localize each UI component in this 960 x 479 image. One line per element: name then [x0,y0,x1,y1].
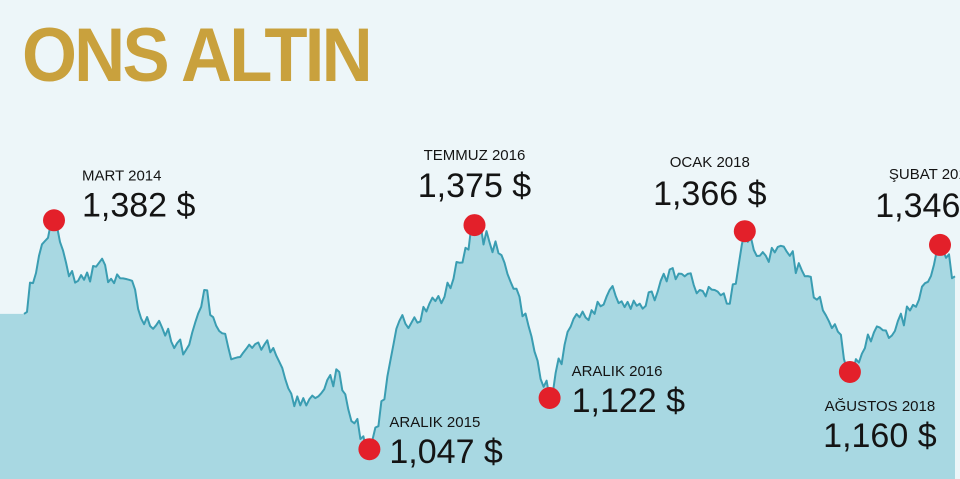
annotation-date-label: ŞUBAT 2019 [889,166,960,183]
annotation-value-label: 1,047 $ [389,433,503,471]
chart-title: ONS ALTIN [22,13,373,98]
annotation-labels: MART 2014 1,382 $ ARALIK 2015 1,047 $ TEMMUZ… [82,147,960,471]
peak-marker [929,233,951,256]
peak-marker [43,209,65,232]
annotation-value-label: 1,122 $ [572,382,686,420]
annotation-value-label: 1,160 $ [823,417,937,455]
peak-marker [463,214,486,237]
price-area [0,220,955,479]
peak-marker [733,220,756,243]
annotation-date-label: ARALIK 2016 [572,363,663,380]
annotation-value-label: 1,375 $ [418,167,532,205]
annotation-value-label: 1,346 $ [875,187,960,225]
annotation-date-label: TEMMUZ 2016 [424,147,526,164]
annotation-date-label: AĞUSTOS 2018 [825,398,936,415]
annotation-value-label: 1,366 $ [653,175,767,213]
annotation-value-label: 1,382 $ [82,186,196,224]
price-line [23,219,956,452]
annotation-date-label: OCAK 2018 [670,154,750,171]
peak-marker [358,438,381,461]
annotation-markers [43,209,951,461]
peak-marker [538,387,561,409]
annotation-date-label: ARALIK 2015 [389,414,480,431]
peak-marker [838,361,861,383]
annotation-date-label: MART 2014 [82,167,162,184]
